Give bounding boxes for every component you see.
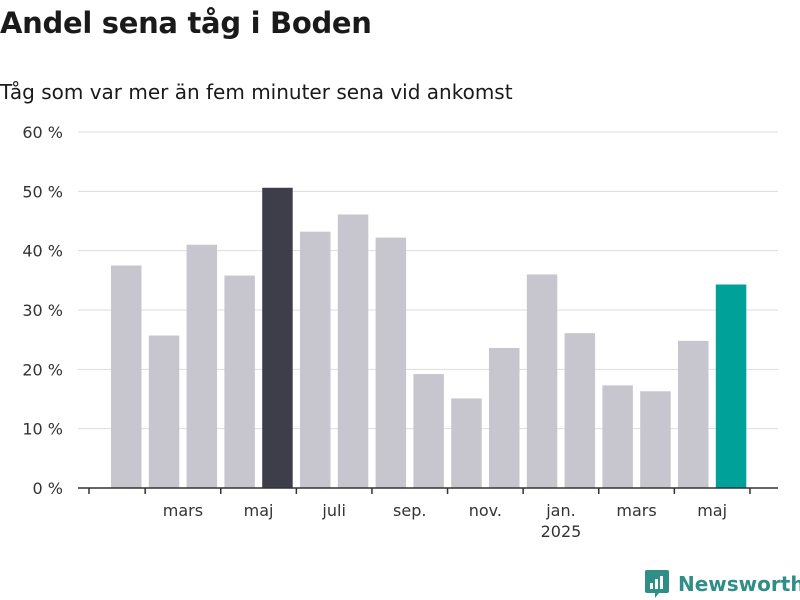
bar	[602, 385, 633, 488]
bar	[262, 187, 293, 489]
bar	[413, 374, 444, 488]
bar	[300, 231, 331, 488]
x-axis	[78, 487, 778, 494]
x-tick-label: maj	[697, 501, 727, 520]
bar	[564, 333, 596, 488]
x-tick-label: sep.	[393, 501, 426, 520]
bar	[715, 284, 747, 488]
bars	[111, 187, 747, 489]
bar	[148, 335, 180, 488]
y-tick-labels: 0 % 10 % 20 % 30 % 40 % 50 % 60 %	[22, 123, 63, 498]
x-tick-labels: mars maj juli sep. nov. jan. 2025 mars maj	[163, 501, 727, 541]
brand: Newsworthy	[644, 568, 800, 600]
y-tick-label: 30 %	[22, 301, 63, 320]
bar	[337, 214, 369, 488]
bar	[640, 391, 671, 488]
y-tick-label: 50 %	[22, 182, 63, 201]
y-tick-label: 10 %	[22, 420, 63, 439]
newsworthy-logo-icon	[645, 570, 669, 598]
bar	[375, 237, 407, 488]
bar	[224, 275, 255, 488]
bar	[111, 265, 142, 488]
brand-name: Newsworthy	[678, 572, 800, 596]
x-tick-year-label: 2025	[541, 522, 582, 541]
x-tick-label: nov.	[469, 501, 502, 520]
x-tick-label: mars	[616, 501, 656, 520]
bar	[526, 274, 558, 488]
y-tick-label: 0 %	[33, 479, 63, 498]
x-tick-label: jan.	[545, 501, 575, 520]
x-tick-label: mars	[163, 501, 203, 520]
y-tick-label: 60 %	[22, 123, 63, 142]
bar	[678, 340, 709, 488]
x-tick-label: juli	[321, 501, 345, 520]
y-tick-label: 40 %	[22, 242, 63, 261]
chart-subtitle: Tåg som var mer än fem minuter sena vid …	[0, 80, 513, 104]
x-tick-label: maj	[244, 501, 274, 520]
bar	[489, 347, 520, 488]
bar	[451, 398, 482, 488]
chart-title: Andel sena tåg i Boden	[0, 6, 372, 40]
y-tick-label: 20 %	[22, 360, 63, 379]
bar	[186, 244, 218, 488]
